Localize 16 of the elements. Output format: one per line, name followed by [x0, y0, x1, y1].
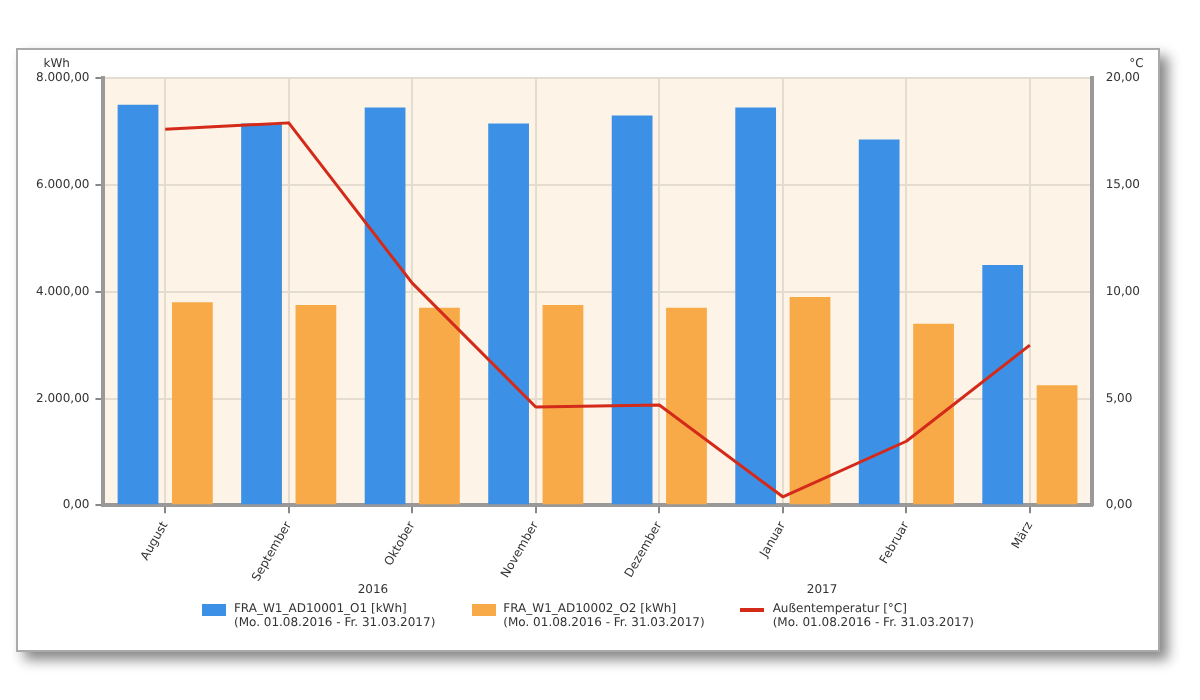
bar — [295, 305, 337, 505]
bar — [542, 305, 584, 505]
bar — [666, 307, 707, 505]
bar — [241, 123, 282, 505]
bar — [735, 107, 777, 505]
bar — [419, 307, 460, 505]
bar — [913, 323, 954, 505]
bar — [789, 297, 831, 505]
bar — [982, 264, 1024, 505]
bar — [611, 115, 653, 505]
bar — [858, 139, 900, 505]
bar — [488, 123, 529, 505]
bar — [1036, 385, 1078, 505]
bar — [364, 107, 406, 505]
bar — [171, 302, 213, 505]
bar — [117, 104, 159, 505]
